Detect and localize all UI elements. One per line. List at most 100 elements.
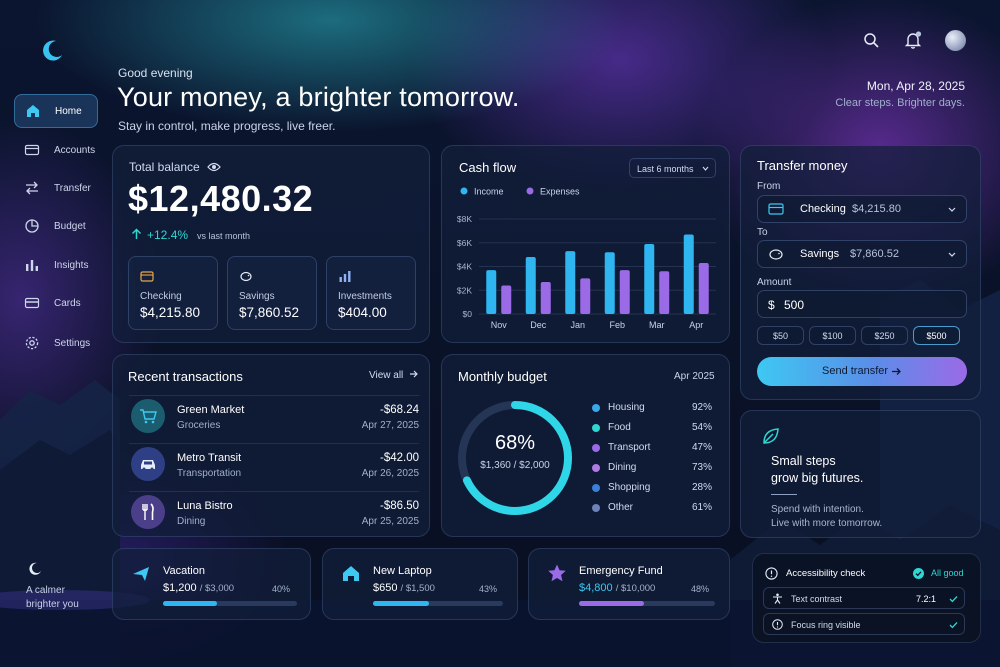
amount-chip-250[interactable]: $250	[861, 326, 908, 345]
bell-icon[interactable]	[903, 30, 923, 50]
legend-label: Housing	[608, 402, 645, 413]
tagline: Clear steps. Brighter days.	[835, 97, 965, 109]
info-icon	[772, 619, 783, 630]
budget-legend-item: Other 61%	[592, 501, 712, 515]
check-icon	[949, 596, 958, 603]
star-icon	[548, 564, 566, 582]
transaction-row[interactable]: Metro Transit Transportation -$42.00 Apr…	[129, 443, 419, 489]
bar-expenses-jan	[580, 278, 591, 314]
legend-label: Other	[608, 502, 634, 513]
bar-expenses-dec	[540, 281, 551, 314]
car-icon	[131, 447, 165, 481]
x-tick-label: Nov	[491, 320, 508, 330]
chevron-down-icon	[702, 166, 709, 171]
sidebar-item-accounts[interactable]: Accounts	[14, 133, 98, 167]
accessibility-status: All good	[931, 568, 964, 578]
sidebar: Home Accounts Transfer Budget Insights C…	[14, 22, 100, 642]
cart-icon	[131, 399, 165, 433]
check-icon	[949, 622, 958, 629]
search-icon[interactable]	[863, 32, 880, 49]
accessibility-card: Accessibility check All good Text contra…	[752, 553, 981, 643]
transaction-row[interactable]: Luna Bistro Dining -$86.50 Apr 25, 2025	[129, 491, 419, 537]
eye-icon[interactable]	[207, 161, 221, 173]
transfer-title: Transfer money	[757, 158, 848, 173]
legend-dot	[592, 464, 600, 472]
bar-expenses-feb	[619, 270, 630, 314]
legend-dot	[592, 404, 600, 412]
budget-legend-item: Dining 73%	[592, 461, 712, 475]
avatar[interactable]	[945, 30, 966, 51]
goal-card-vacation[interactable]: Vacation $1,200 / $3,000 40%	[112, 548, 311, 620]
sidebar-item-home[interactable]: Home	[14, 94, 98, 128]
cashflow-title: Cash flow	[459, 160, 517, 175]
sidebar-item-label: Cards	[54, 297, 81, 309]
account-savings[interactable]: Savings $7,860.52	[227, 256, 317, 330]
investments-icon	[339, 271, 351, 282]
y-tick-label: $0	[463, 309, 473, 319]
quote-card: Small steps grow big futures. Spend with…	[740, 410, 981, 538]
transactions-title: Recent transactions	[128, 369, 243, 384]
send-transfer-button[interactable]: Send transfer	[757, 357, 967, 386]
quote-divider	[771, 494, 797, 495]
wallet-icon	[140, 271, 154, 282]
view-all-link[interactable]: View all	[369, 370, 418, 381]
transactions-card: Recent transactions View all Green Marke…	[112, 354, 430, 537]
budget-spent: $1,360 / $2,000	[480, 460, 550, 471]
sidebar-item-label: Home	[55, 105, 82, 117]
y-tick-label: $2K	[457, 285, 472, 295]
chevron-down-icon	[948, 207, 956, 212]
sidebar-footer: A calmer brighter you	[26, 585, 79, 610]
amount-chip-50[interactable]: $50	[757, 326, 804, 345]
range-select[interactable]: Last 6 months	[629, 158, 716, 178]
amount-chip-100[interactable]: $100	[809, 326, 856, 345]
sidebar-item-cards[interactable]: Cards	[14, 286, 98, 320]
sidebar-item-settings[interactable]: Settings	[14, 326, 98, 360]
cashflow-chart: Income Expenses $0 $2K $4K $6K $8K Nov Dec Jan Feb…	[457, 187, 716, 330]
balance-card: Total balance $12,480.32 +12.4% vs last …	[112, 145, 430, 343]
legend-label: Expenses	[540, 187, 580, 197]
bar-income-jan	[565, 251, 576, 314]
account-investments[interactable]: Investments $404.00	[326, 256, 416, 330]
accessibility-title: Accessibility check	[786, 568, 866, 579]
arrow-right-icon	[410, 370, 418, 378]
legend-dot	[592, 444, 600, 452]
to-account-select[interactable]: Savings $7,860.52	[757, 240, 967, 268]
current-date: Mon, Apr 28, 2025	[866, 79, 965, 93]
bar-income-nov	[486, 270, 497, 314]
cashflow-card: Cash flow Last 6 months Income Expenses $0…	[441, 145, 730, 343]
crescent-moon-icon	[29, 562, 41, 575]
sidebar-item-transfer[interactable]: Transfer	[14, 171, 98, 205]
goal-card-emergency[interactable]: Emergency Fund $4,800 / $10,000 48%	[528, 548, 730, 620]
goal-card-laptop[interactable]: New Laptop $650 / $1,500 43%	[322, 548, 518, 620]
from-account-select[interactable]: Checking $4,215.80	[757, 195, 967, 223]
bar-expenses-mar	[659, 271, 670, 314]
legend-percent: 28%	[691, 482, 712, 493]
wallet-icon	[24, 144, 40, 156]
amount-input[interactable]: $ 500	[757, 290, 967, 318]
amount-chip-500[interactable]: $500	[913, 326, 960, 345]
arrow-up-icon	[131, 228, 142, 239]
page-title: Your money, a brighter tomorrow.	[117, 82, 520, 112]
balance-label: Total balance	[129, 160, 200, 174]
x-tick-label: Feb	[609, 320, 625, 330]
check-circle-icon	[913, 568, 924, 579]
sidebar-item-insights[interactable]: Insights	[14, 248, 98, 282]
legend-percent: 54%	[691, 422, 712, 433]
bars-icon	[26, 260, 38, 271]
home-icon	[27, 105, 39, 117]
piggy-bank-icon	[769, 249, 783, 260]
bar-expenses-nov	[501, 285, 512, 314]
arrow-right-icon	[892, 368, 901, 375]
amount-label: Amount	[757, 277, 792, 288]
moon-logo-icon	[43, 40, 62, 61]
pie-icon	[25, 219, 39, 233]
sidebar-item-budget[interactable]: Budget	[14, 209, 98, 243]
leaf-icon	[763, 428, 779, 444]
legend-percent: 73%	[691, 462, 712, 473]
legend-dot	[592, 484, 600, 492]
account-checking[interactable]: Checking $4,215.80	[128, 256, 218, 330]
transaction-row[interactable]: Green Market Groceries -$68.24 Apr 27, 2…	[129, 395, 419, 441]
legend-percent: 92%	[691, 402, 712, 413]
legend-dot	[592, 424, 600, 432]
piggy-bank-icon	[240, 271, 252, 282]
